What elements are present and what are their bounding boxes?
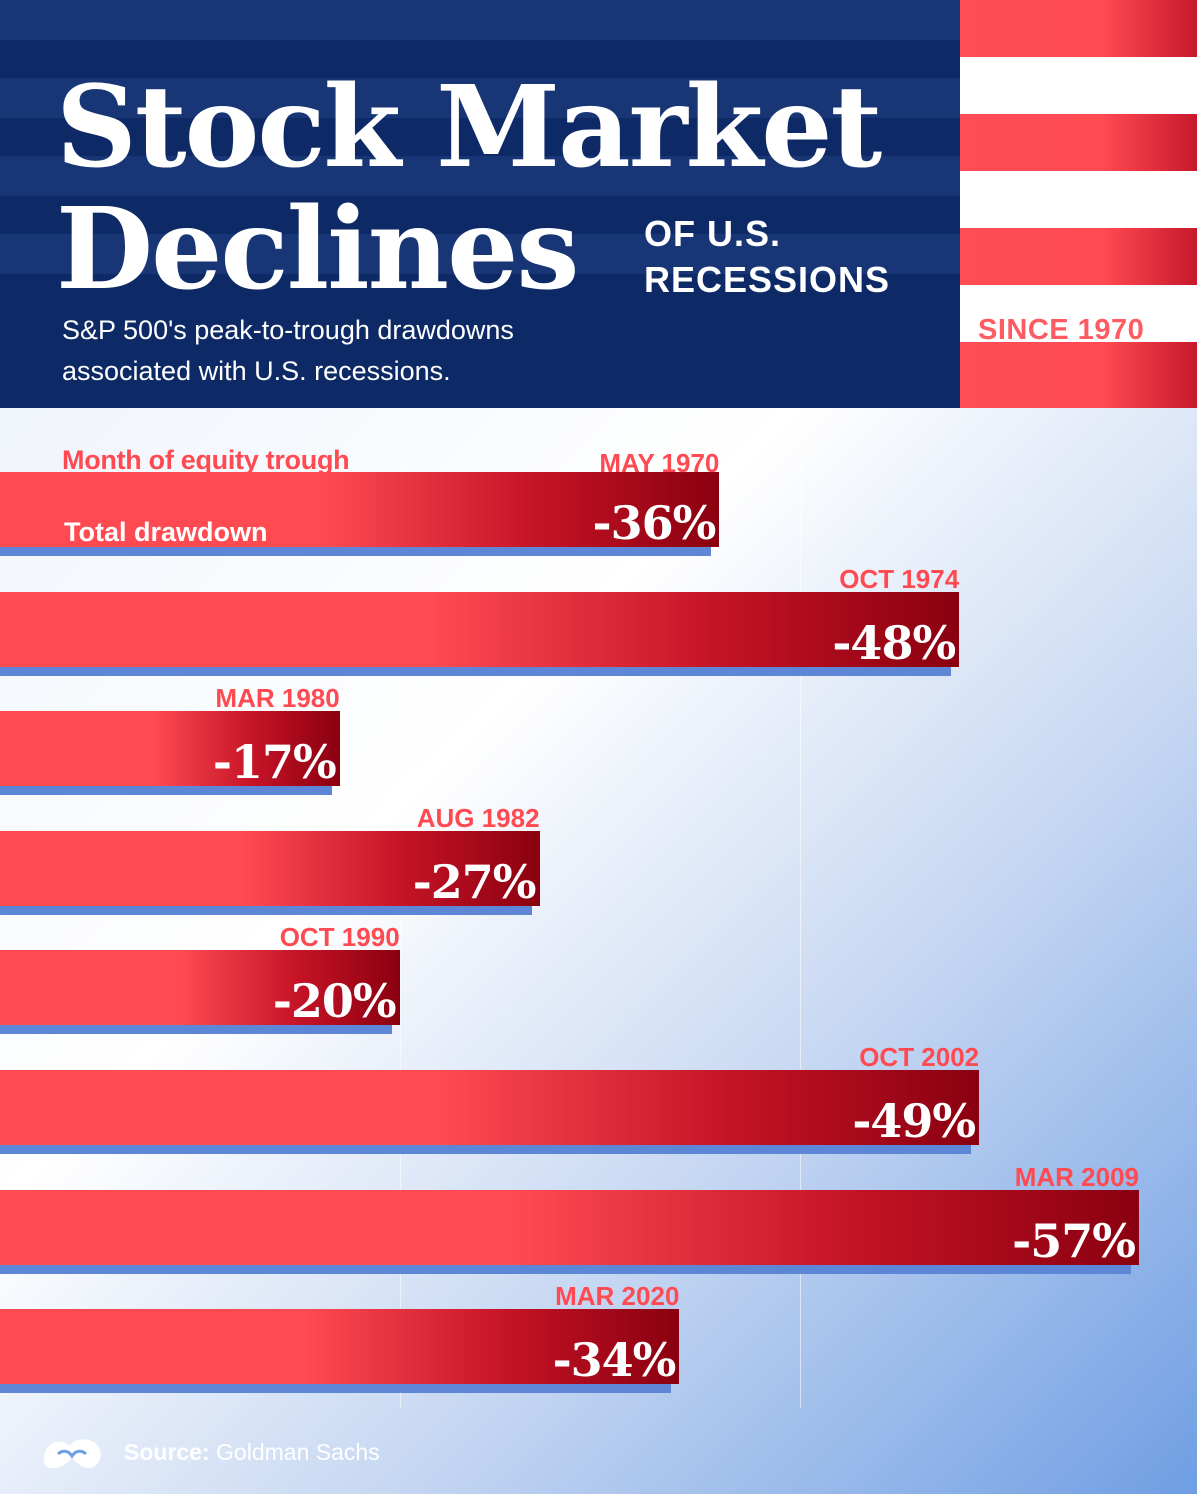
flag-red-stripe bbox=[960, 0, 1197, 57]
bar bbox=[0, 711, 340, 787]
bar-value-label: -49% bbox=[852, 1094, 976, 1148]
bar-date-label: MAR 1980 bbox=[215, 683, 340, 714]
bar-date-label: MAY 1970 bbox=[599, 448, 720, 478]
bar bbox=[0, 591, 960, 667]
bar-value-label: -57% bbox=[1012, 1213, 1136, 1268]
title-tag-line-2: RECESSIONS bbox=[644, 259, 891, 300]
bar-value-label: -17% bbox=[212, 735, 337, 790]
source-label: Source: bbox=[124, 1439, 210, 1465]
legend-total-label: Total drawdown bbox=[64, 517, 268, 547]
bar bbox=[0, 1070, 980, 1145]
bar-date-label: MAR 2009 bbox=[1014, 1161, 1139, 1192]
header-stripe bbox=[0, 156, 960, 196]
header-stripe bbox=[0, 78, 960, 118]
header bbox=[0, 0, 960, 408]
bar-value-label: -34% bbox=[552, 1333, 677, 1388]
flag-red-stripe bbox=[960, 228, 1197, 285]
page-title-line-1: Stock Market bbox=[56, 62, 882, 193]
bar-date-label: OCT 1990 bbox=[279, 922, 400, 953]
bar-value-label: -20% bbox=[272, 974, 397, 1029]
gridline bbox=[800, 408, 801, 1408]
header-stripe bbox=[0, 234, 960, 274]
bar bbox=[0, 830, 540, 906]
bar bbox=[0, 1309, 680, 1385]
page-title-line-2: Declines bbox=[56, 184, 579, 315]
flag-red-stripe bbox=[960, 114, 1197, 171]
source-credit: Source: Goldman Sachs bbox=[124, 1441, 380, 1464]
title-tag-line-1: OF U.S. bbox=[644, 213, 782, 254]
bar-date-label: OCT 1974 bbox=[839, 563, 960, 594]
visual-capitalist-logo-icon bbox=[44, 1439, 101, 1469]
bar-date-label: MAR 2020 bbox=[555, 1281, 680, 1312]
bar-date-label: OCT 2002 bbox=[859, 1042, 980, 1072]
subtitle-line-1: S&P 500's peak-to-trough drawdowns bbox=[62, 315, 514, 345]
legend-month-label: Month of equity trough bbox=[62, 445, 350, 475]
bar-value-label: -48% bbox=[832, 615, 956, 670]
since-label: SINCE 1970 bbox=[978, 314, 1145, 346]
flag-red-stripe bbox=[960, 342, 1197, 408]
bar-value-label: -36% bbox=[592, 496, 717, 550]
bar bbox=[0, 1189, 1139, 1265]
bar bbox=[0, 472, 720, 547]
source-value: Goldman Sachs bbox=[216, 1439, 380, 1465]
bar bbox=[0, 950, 400, 1026]
flag-stripes bbox=[960, 0, 1197, 408]
header-stripe bbox=[0, 0, 960, 40]
subtitle-line-2: associated with U.S. recessions. bbox=[62, 356, 451, 386]
bar-date-label: AUG 1982 bbox=[416, 802, 540, 833]
bar-value-label: -27% bbox=[412, 854, 537, 909]
